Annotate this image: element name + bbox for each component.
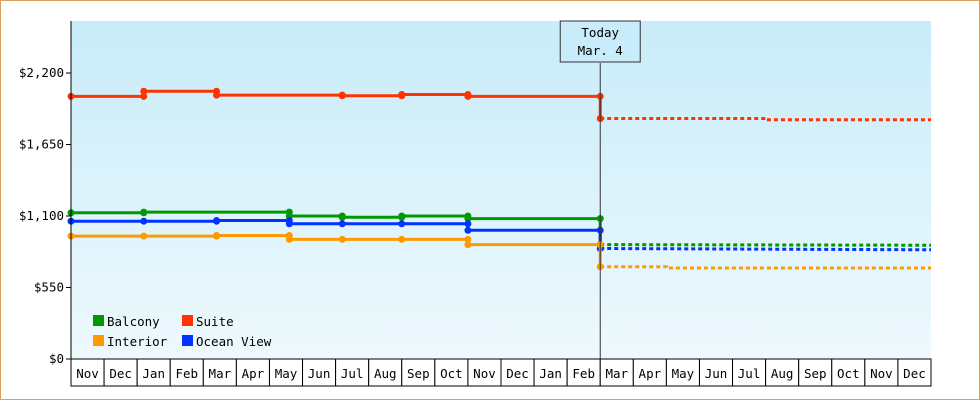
data-point-ocean-view [398, 220, 406, 228]
data-point-suite [140, 87, 148, 95]
x-tick-label: Feb [572, 366, 595, 381]
x-tick-label: Jun [705, 366, 728, 381]
x-tick-cell [599, 358, 634, 387]
today-box [559, 20, 641, 63]
x-tick-cell [467, 358, 502, 387]
x-tick-label: Oct [440, 366, 463, 381]
data-point-interior [338, 235, 346, 243]
x-tick-label: Mar [209, 366, 232, 381]
x-tick-label: Aug [374, 366, 397, 381]
data-point-ocean-view [338, 220, 346, 228]
data-point-interior [140, 232, 148, 240]
today-label: Today [581, 25, 619, 40]
legend-swatch-suite [182, 315, 193, 326]
x-tick-label: Sep [804, 366, 827, 381]
data-point-suite [213, 91, 221, 99]
x-tick-label: Aug [771, 366, 794, 381]
y-tick-label: $550 [34, 280, 64, 295]
x-tick-cell [401, 358, 436, 387]
x-tick-cell [235, 358, 270, 387]
x-tick-label: Feb [175, 366, 198, 381]
legend-swatch-interior [93, 335, 104, 346]
x-tick-cell [268, 358, 304, 387]
data-point-interior [464, 235, 472, 243]
x-tick-cell [897, 358, 932, 387]
legend-label-balcony: Balcony [107, 314, 160, 329]
data-point-suite [464, 92, 472, 100]
data-point-balcony [338, 213, 346, 221]
data-point-suite [140, 92, 148, 100]
x-tick-label: Jul [341, 366, 364, 381]
x-tick-label: Apr [242, 366, 265, 381]
data-point-ocean-view [464, 226, 472, 234]
data-point-ocean-view [285, 220, 293, 228]
x-tick-label: May [275, 366, 298, 381]
x-tick-label: Oct [837, 366, 860, 381]
legend-swatch-balcony [93, 315, 104, 326]
x-tick-cell [335, 358, 370, 387]
x-tick-cell [831, 358, 866, 387]
data-point-suite [398, 90, 406, 98]
x-tick-cell [533, 358, 568, 387]
x-tick-label: Dec [903, 366, 926, 381]
y-tick-label: $2,200 [19, 65, 64, 80]
data-point-interior [464, 241, 472, 249]
legend-swatch-ocean-view [182, 335, 193, 346]
data-point-balcony [464, 215, 472, 223]
data-point-suite [338, 92, 346, 100]
series-forecast-interior [600, 265, 931, 270]
x-tick-cell [103, 358, 138, 387]
legend-label-suite: Suite [196, 314, 234, 329]
data-point-balcony [398, 212, 406, 220]
x-tick-label: Dec [506, 366, 529, 381]
data-point-interior [285, 235, 293, 243]
y-tick-label: $1,100 [19, 208, 64, 223]
y-tick-label: $1,650 [19, 137, 64, 152]
legend-label-interior: Interior [107, 334, 168, 349]
data-point-balcony [140, 208, 148, 216]
x-tick-cell [136, 358, 171, 387]
series-line-interior [71, 234, 602, 267]
x-tick-label: Jul [738, 366, 761, 381]
x-tick-label: Nov [870, 366, 893, 381]
legend-label-ocean-view: Ocean View [196, 334, 272, 349]
x-tick-label: Nov [473, 366, 496, 381]
today-label: Mar. 4 [578, 43, 623, 58]
plot-background [71, 21, 931, 359]
data-point-interior [398, 235, 406, 243]
x-tick-label: Sep [407, 366, 430, 381]
x-tick-label: May [672, 366, 695, 381]
x-tick-label: Dec [109, 366, 132, 381]
x-tick-cell [202, 358, 237, 387]
x-tick-cell [765, 358, 800, 387]
x-tick-label: Jan [142, 366, 165, 381]
x-tick-cell [798, 358, 833, 387]
series-forecast-balcony [600, 243, 932, 247]
x-tick-label: Jun [308, 366, 331, 381]
x-tick-cell [732, 358, 767, 387]
data-point-ocean-view [213, 217, 221, 225]
data-point-ocean-view [464, 220, 472, 228]
series-forecast-ocean-view [600, 247, 932, 252]
x-tick-label: Jan [539, 366, 562, 381]
data-point-interior [213, 232, 221, 239]
x-tick-cell [302, 358, 337, 387]
x-tick-label: Apr [639, 366, 662, 381]
x-tick-cell [698, 358, 734, 387]
x-tick-label: Nov [76, 366, 99, 381]
y-tick-label: $0 [49, 351, 64, 366]
data-point-ocean-view [140, 217, 148, 225]
x-tick-label: Mar [605, 366, 628, 381]
series-line-ocean-view [71, 219, 602, 249]
x-tick-cell [500, 358, 535, 387]
